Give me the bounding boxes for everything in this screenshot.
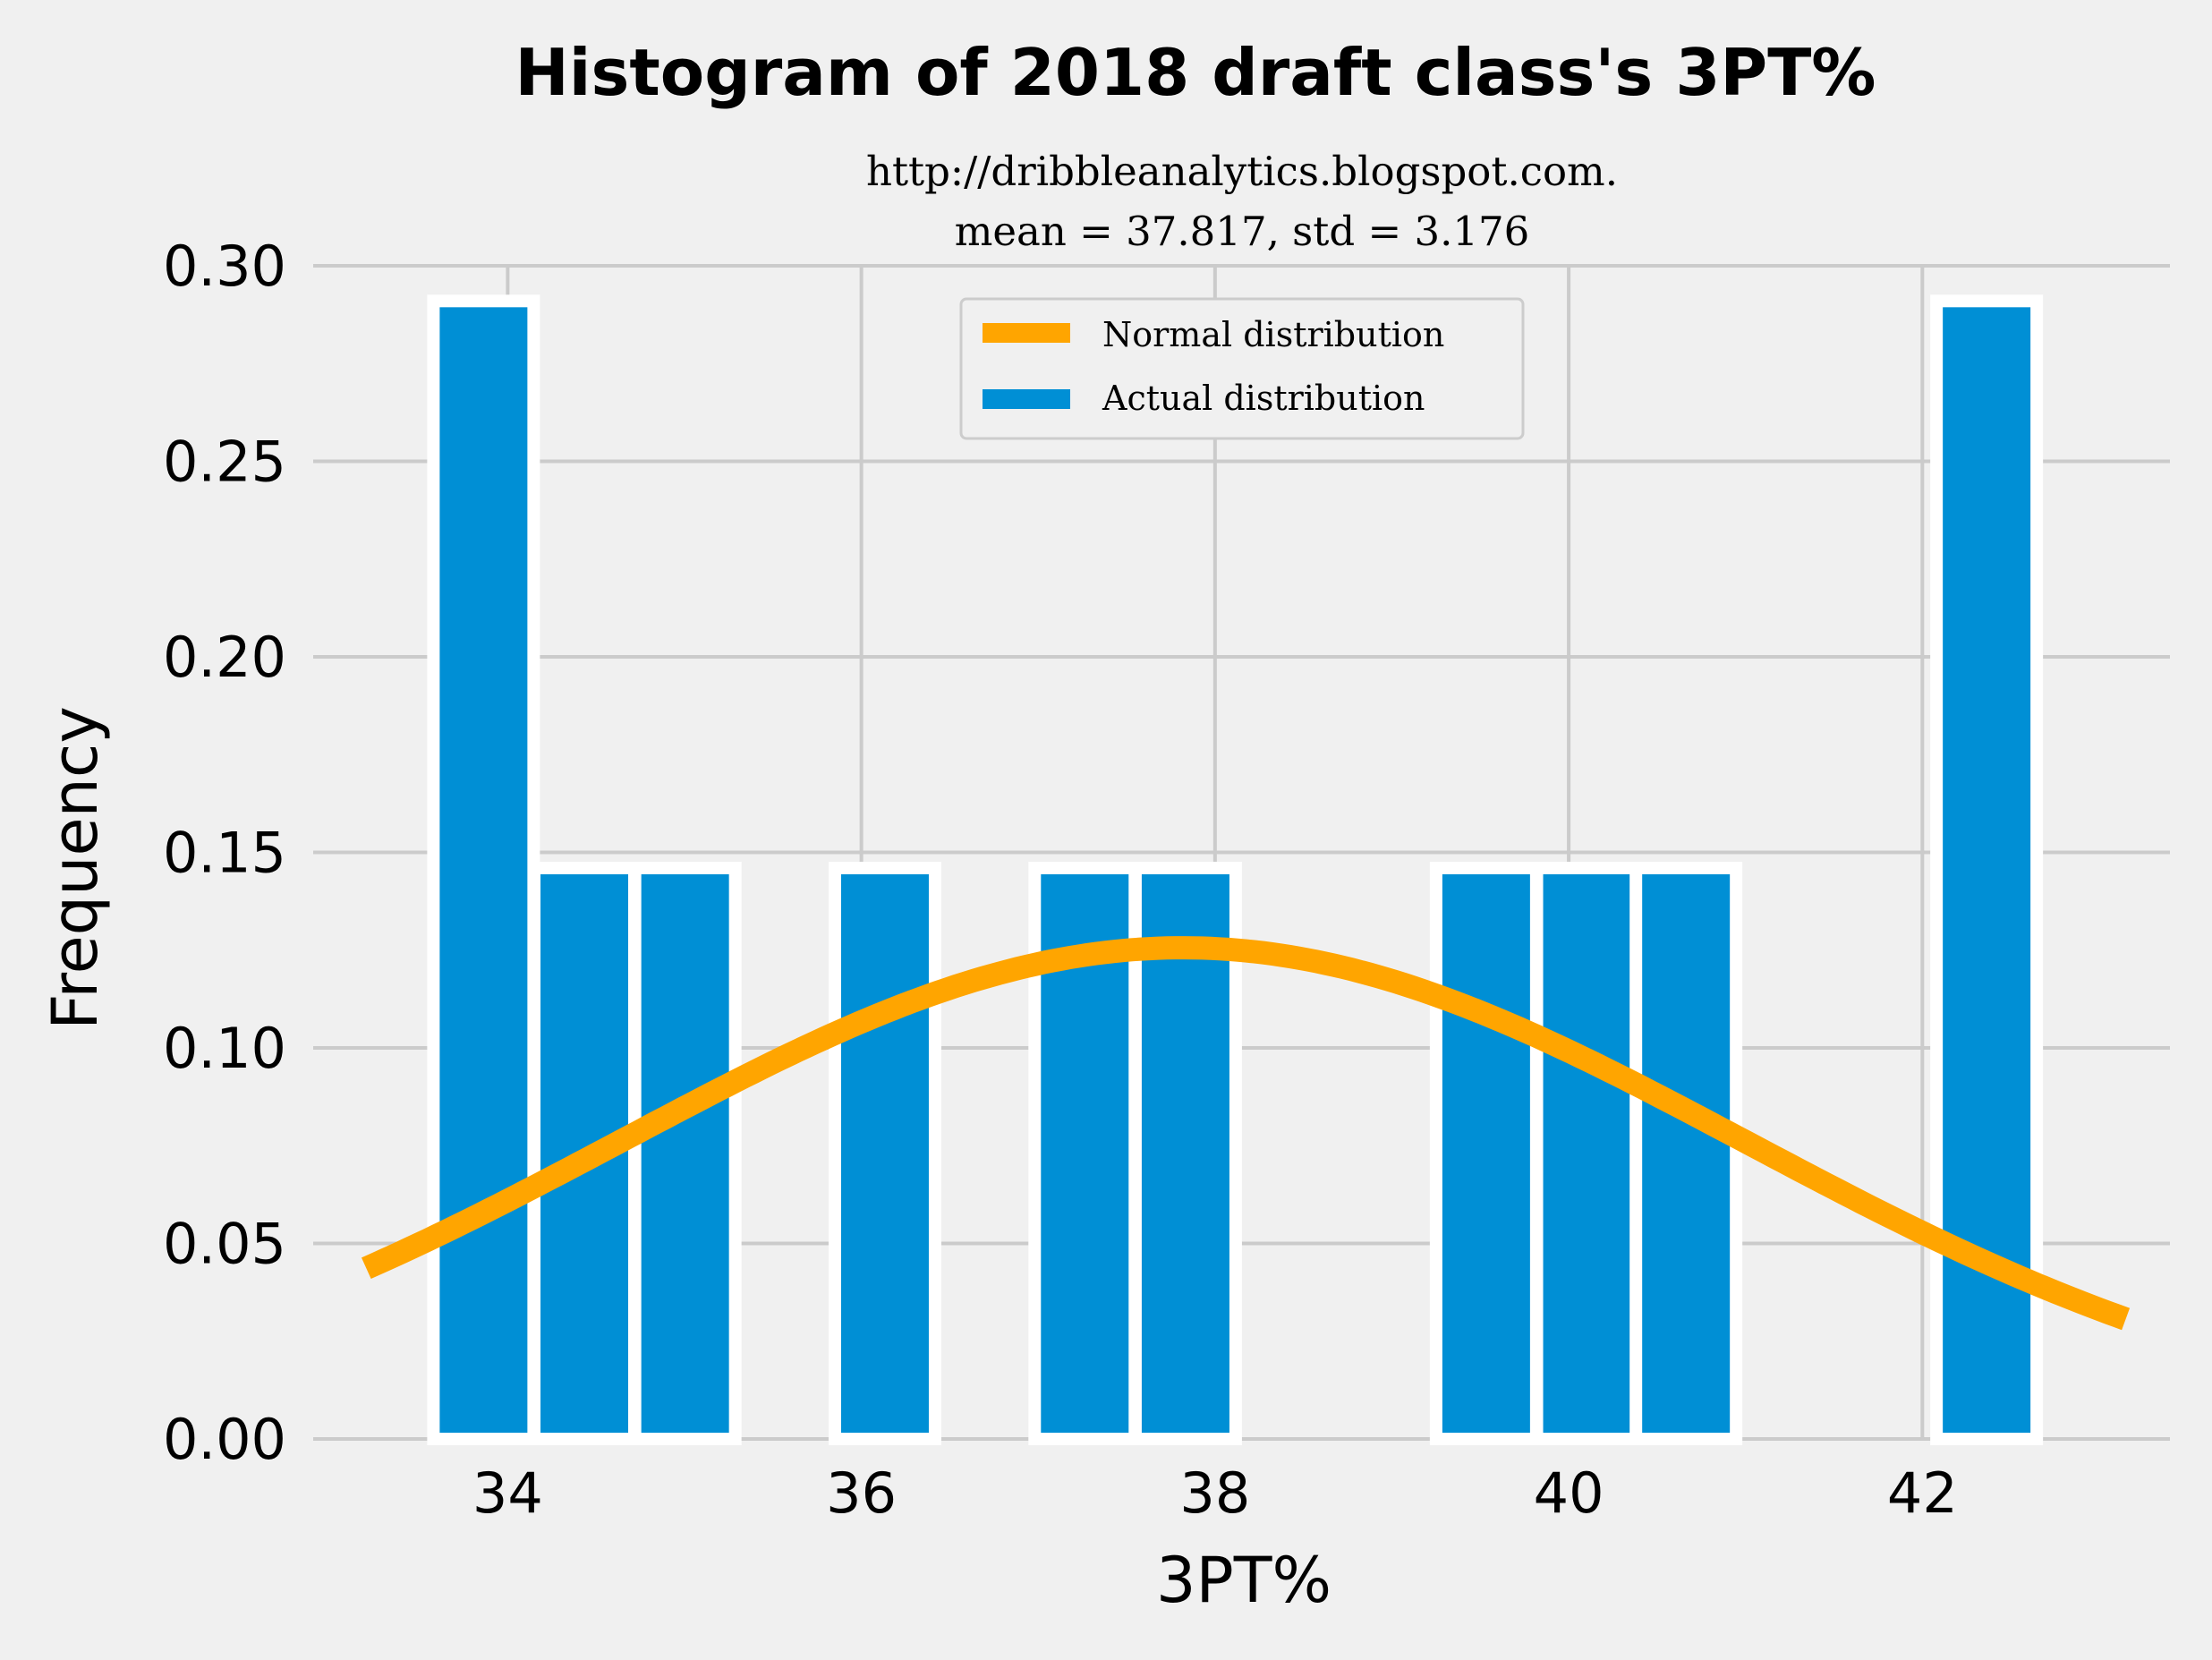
histogram-bar [828, 861, 941, 1445]
x-axis-label: 3PT% [1156, 1544, 1331, 1617]
x-tick-label: 38 [1179, 1460, 1250, 1526]
x-tick-label: 36 [826, 1460, 897, 1526]
chart-title: Histogram of 2018 draft class's 3PT% [515, 35, 1876, 110]
y-axis-label: Frequency [38, 706, 112, 1030]
y-tick-label: 0.00 [163, 1407, 286, 1472]
x-tick-label: 42 [1887, 1460, 1958, 1526]
histogram-bar [628, 861, 742, 1445]
y-tick-label: 0.10 [163, 1016, 286, 1081]
histogram-bar [427, 294, 540, 1446]
legend: Normal distribution Actual distribution [959, 297, 1525, 440]
normal-distribution-curve [361, 936, 2131, 1331]
chart-subtitle-stats: mean = 37.817, std = 3.176 [955, 208, 1530, 255]
histogram-bar [1629, 861, 1743, 1445]
histogram-bars [427, 294, 2044, 1446]
histogram-bar [1429, 861, 1543, 1445]
histogram-bar [1530, 861, 1644, 1445]
chart-subtitle-url: http://dribbleanalytics.blogspot.com. [866, 148, 1618, 195]
y-tick-label: 0.20 [163, 625, 286, 690]
y-tick-label: 0.05 [163, 1212, 286, 1277]
legend-normal-label: Normal distribution [1102, 315, 1444, 354]
histogram-bar [1128, 861, 1242, 1445]
legend-box [959, 297, 1525, 440]
y-tick-label: 0.15 [163, 821, 286, 886]
legend-actual-label: Actual distribution [1102, 379, 1425, 418]
x-tick-label: 40 [1534, 1460, 1604, 1526]
y-tick-label: 0.30 [163, 234, 286, 299]
x-tick-label: 34 [472, 1460, 543, 1526]
tick-labels: 0.00 0.05 0.10 0.15 0.20 0.25 0.30 34 36 38 40 42 [163, 234, 1958, 1526]
histogram-bar [1930, 294, 2044, 1446]
y-tick-label: 0.25 [163, 430, 286, 495]
